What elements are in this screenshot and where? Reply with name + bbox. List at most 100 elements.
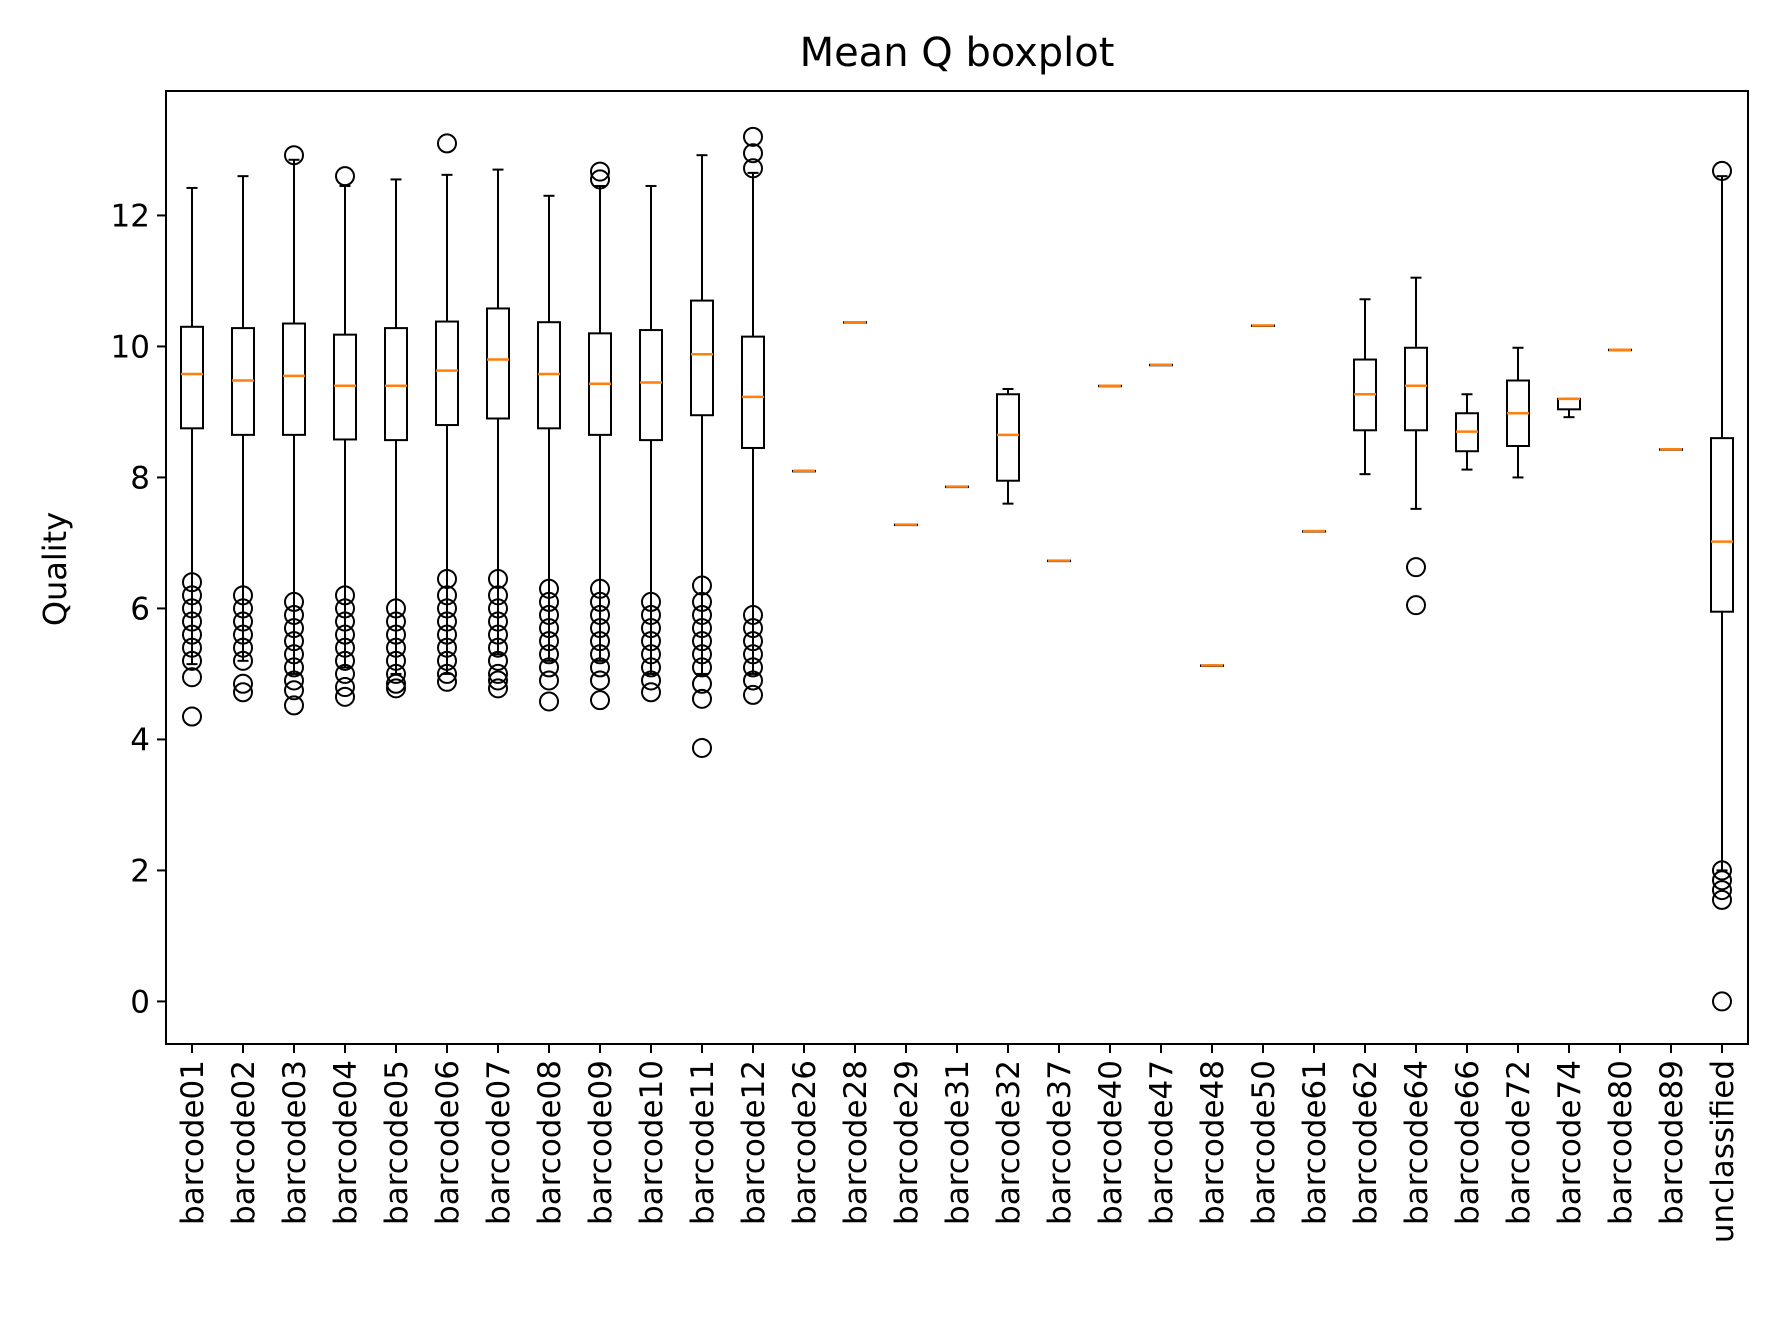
outlier-point	[284, 657, 304, 678]
outlier-point	[1712, 860, 1732, 881]
x-tick-label: barcode12	[736, 1060, 772, 1225]
x-tick-label: barcode03	[277, 1060, 313, 1225]
outlier-point	[641, 604, 661, 625]
outlier-point	[641, 644, 661, 665]
outlier-point	[692, 644, 712, 665]
box-iqr	[639, 329, 663, 442]
outlier-point	[590, 604, 610, 625]
x-tick-label: barcode28	[838, 1060, 874, 1225]
outlier-point	[437, 637, 457, 658]
x-tick-label: barcode74	[1552, 1060, 1588, 1225]
outlier-point	[692, 673, 712, 694]
x-tick-label: barcode64	[1399, 1060, 1435, 1225]
outlier-point	[284, 631, 304, 652]
outlier-point	[692, 591, 712, 612]
x-tick-label: barcode04	[328, 1060, 364, 1225]
outlier-point	[641, 631, 661, 652]
box-iqr	[1404, 346, 1428, 432]
x-tick-label: barcode48	[1195, 1060, 1231, 1225]
outlier-point	[743, 684, 763, 705]
outlier-point	[692, 604, 712, 625]
y-tick-label: 4	[130, 722, 150, 758]
x-tick-label: barcode29	[889, 1060, 925, 1225]
outlier-point	[284, 695, 304, 716]
outlier-point	[488, 585, 508, 606]
plot-frame	[165, 90, 1749, 1045]
x-tick-label: barcode47	[1144, 1060, 1180, 1225]
outlier-point	[641, 682, 661, 703]
outlier-point	[284, 644, 304, 665]
outlier-point	[1406, 595, 1426, 616]
x-tick-label: barcode02	[226, 1060, 262, 1225]
outlier-point	[743, 604, 763, 625]
outlier-point	[641, 591, 661, 612]
outlier-point	[437, 611, 457, 632]
outlier-point	[335, 611, 355, 632]
outlier-point	[488, 624, 508, 645]
outlier-point	[437, 585, 457, 606]
outlier-point	[539, 591, 559, 612]
outlier-point	[590, 631, 610, 652]
outlier-point	[539, 657, 559, 678]
outlier-point	[539, 631, 559, 652]
outlier-point	[641, 618, 661, 639]
outlier-point	[692, 575, 712, 596]
x-tick-label: barcode62	[1348, 1060, 1384, 1225]
outlier-point	[335, 624, 355, 645]
x-tick-label: barcode50	[1246, 1060, 1282, 1225]
outlier-point	[284, 145, 304, 166]
outlier-point	[539, 618, 559, 639]
outlier-point	[590, 169, 610, 190]
y-axis-label: Quality	[36, 512, 74, 626]
x-tick-label: barcode40	[1093, 1060, 1129, 1225]
outlier-point	[182, 650, 202, 671]
x-tick-label: barcode66	[1450, 1060, 1486, 1225]
x-tick-label: barcode01	[175, 1060, 211, 1225]
box-iqr	[486, 307, 510, 420]
outlier-point	[437, 598, 457, 619]
outlier-point	[386, 624, 406, 645]
outlier-point	[182, 598, 202, 619]
outlier-point	[488, 670, 508, 691]
outlier-point	[437, 663, 457, 684]
x-tick-label: barcode32	[991, 1060, 1027, 1225]
outlier-point	[488, 637, 508, 658]
outlier-point	[182, 611, 202, 632]
x-tick-label: barcode05	[379, 1060, 415, 1225]
x-tick-label: barcode10	[634, 1060, 670, 1225]
outlier-point	[437, 568, 457, 589]
plot-area: 0 2 4 6 8 10 12 barcode01 barcode02 barcode03 barc…	[111, 126, 1741, 1243]
x-tick-label: barcode61	[1297, 1060, 1333, 1225]
outlier-point	[743, 644, 763, 665]
outlier-point	[1712, 870, 1732, 891]
x-tick-label: barcode26	[787, 1060, 823, 1225]
y-tick-label: 10	[111, 329, 150, 365]
box-iqr	[333, 333, 357, 441]
outlier-point	[386, 650, 406, 671]
x-tick-label: barcode72	[1501, 1060, 1537, 1225]
outlier-point	[437, 133, 457, 154]
outlier-point	[335, 637, 355, 658]
outlier-point	[284, 670, 304, 691]
outlier-point	[692, 618, 712, 639]
outlier-point	[437, 671, 457, 692]
x-tick-label: barcode06	[430, 1060, 466, 1225]
x-tick-label: barcode89	[1654, 1060, 1690, 1225]
y-tick-label: 0	[130, 984, 150, 1020]
outlier-point	[692, 631, 712, 652]
outlier-point	[488, 568, 508, 589]
x-tick-label: barcode80	[1603, 1060, 1639, 1225]
outlier-point	[386, 611, 406, 632]
outlier-point	[335, 686, 355, 707]
outlier-point	[743, 158, 763, 179]
outlier-point	[488, 598, 508, 619]
outlier-point	[1712, 889, 1732, 910]
outlier-point	[233, 611, 253, 632]
box-iqr	[690, 299, 714, 417]
outlier-point	[284, 591, 304, 612]
outlier-point	[335, 166, 355, 187]
outlier-point	[437, 624, 457, 645]
outlier-point	[335, 663, 355, 684]
outlier-point	[386, 663, 406, 684]
